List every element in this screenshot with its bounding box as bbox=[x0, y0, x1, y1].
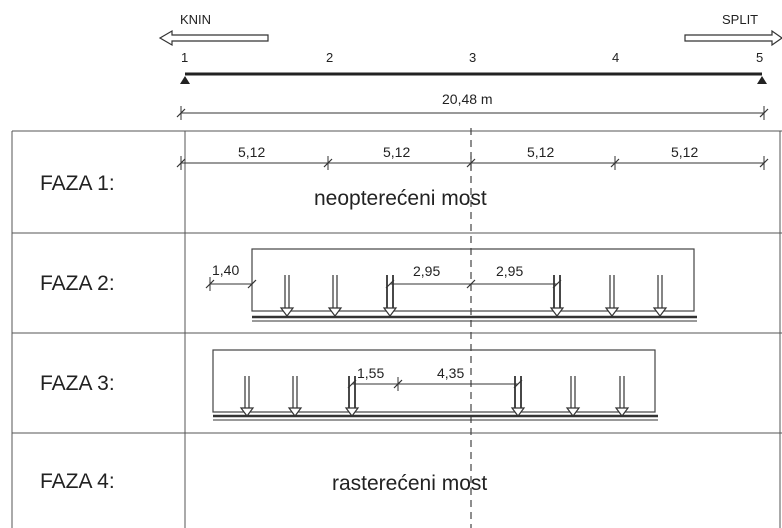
phase-2-dim-2: 2,95 bbox=[413, 263, 440, 279]
phase-2-dim-1: 1,40 bbox=[212, 262, 239, 278]
span-3-label: 5,12 bbox=[527, 144, 554, 160]
axle-load-arrow-icon bbox=[614, 376, 630, 417]
node-numbers: 1 2 3 4 5 bbox=[181, 50, 763, 65]
axle-load-arrow-icon bbox=[549, 275, 565, 317]
axle-load-arrow-icon bbox=[287, 376, 303, 417]
span-2-label: 5,12 bbox=[383, 144, 410, 160]
axle-load-arrow-icon bbox=[652, 275, 668, 317]
phase-2-dim-3: 2,95 bbox=[496, 263, 523, 279]
axle-load-arrow-icon bbox=[382, 275, 398, 317]
truck-body bbox=[251, 248, 695, 312]
node-2: 2 bbox=[326, 50, 333, 65]
axle-load-arrow-icon bbox=[279, 275, 295, 317]
phase-4-text: rasterećeni most bbox=[332, 472, 487, 495]
direction-left-knin: KNIN bbox=[158, 12, 269, 47]
phase-1-label: FAZA 1: bbox=[40, 172, 115, 195]
span-1-label: 5,12 bbox=[238, 144, 265, 160]
axle-load-arrow-icon bbox=[510, 376, 526, 417]
phase-2-axles bbox=[279, 275, 668, 317]
left-arrow-icon bbox=[158, 29, 269, 47]
truck-body bbox=[212, 349, 656, 413]
phase-2-label: FAZA 2: bbox=[40, 272, 115, 295]
direction-right-split: SPLIT bbox=[684, 12, 782, 47]
direction-left-label: KNIN bbox=[180, 12, 211, 27]
axle-load-arrow-icon bbox=[344, 376, 360, 417]
phase-4-label: FAZA 4: bbox=[40, 470, 115, 493]
phase-3-label: FAZA 3: bbox=[40, 372, 115, 395]
direction-right-label: SPLIT bbox=[722, 12, 758, 27]
node-1: 1 bbox=[181, 50, 188, 65]
bridge-beam bbox=[180, 72, 767, 84]
axle-load-arrow-icon bbox=[239, 376, 255, 417]
axle-load-arrow-icon bbox=[565, 376, 581, 417]
node-3: 3 bbox=[469, 50, 476, 65]
phase-3-dims: 1,55 4,35 bbox=[347, 365, 523, 391]
support-right-icon bbox=[757, 76, 767, 84]
total-span-dimension: 20,48 m bbox=[176, 91, 769, 120]
support-left-icon bbox=[180, 76, 190, 84]
phase-table bbox=[11, 130, 782, 528]
phase-3-axles bbox=[239, 376, 630, 417]
phase-3-truck bbox=[212, 349, 658, 421]
phase-2-dims: 1,40 2,95 2,95 bbox=[205, 262, 562, 291]
phase-3-dim-2: 4,35 bbox=[437, 365, 464, 381]
phase-1-span-dims: 5,12 5,12 5,12 5,12 bbox=[176, 144, 769, 170]
node-5: 5 bbox=[756, 50, 763, 65]
node-4: 4 bbox=[612, 50, 619, 65]
phase-1-text: neopterećeni most bbox=[314, 187, 487, 210]
span-4-label: 5,12 bbox=[671, 144, 698, 160]
phase-2-truck bbox=[251, 248, 697, 322]
right-arrow-icon bbox=[684, 29, 782, 47]
axle-load-arrow-icon bbox=[604, 275, 620, 317]
total-span-label: 20,48 m bbox=[442, 91, 493, 107]
axle-load-arrow-icon bbox=[327, 275, 343, 317]
phase-3-dim-1: 1,55 bbox=[357, 365, 384, 381]
